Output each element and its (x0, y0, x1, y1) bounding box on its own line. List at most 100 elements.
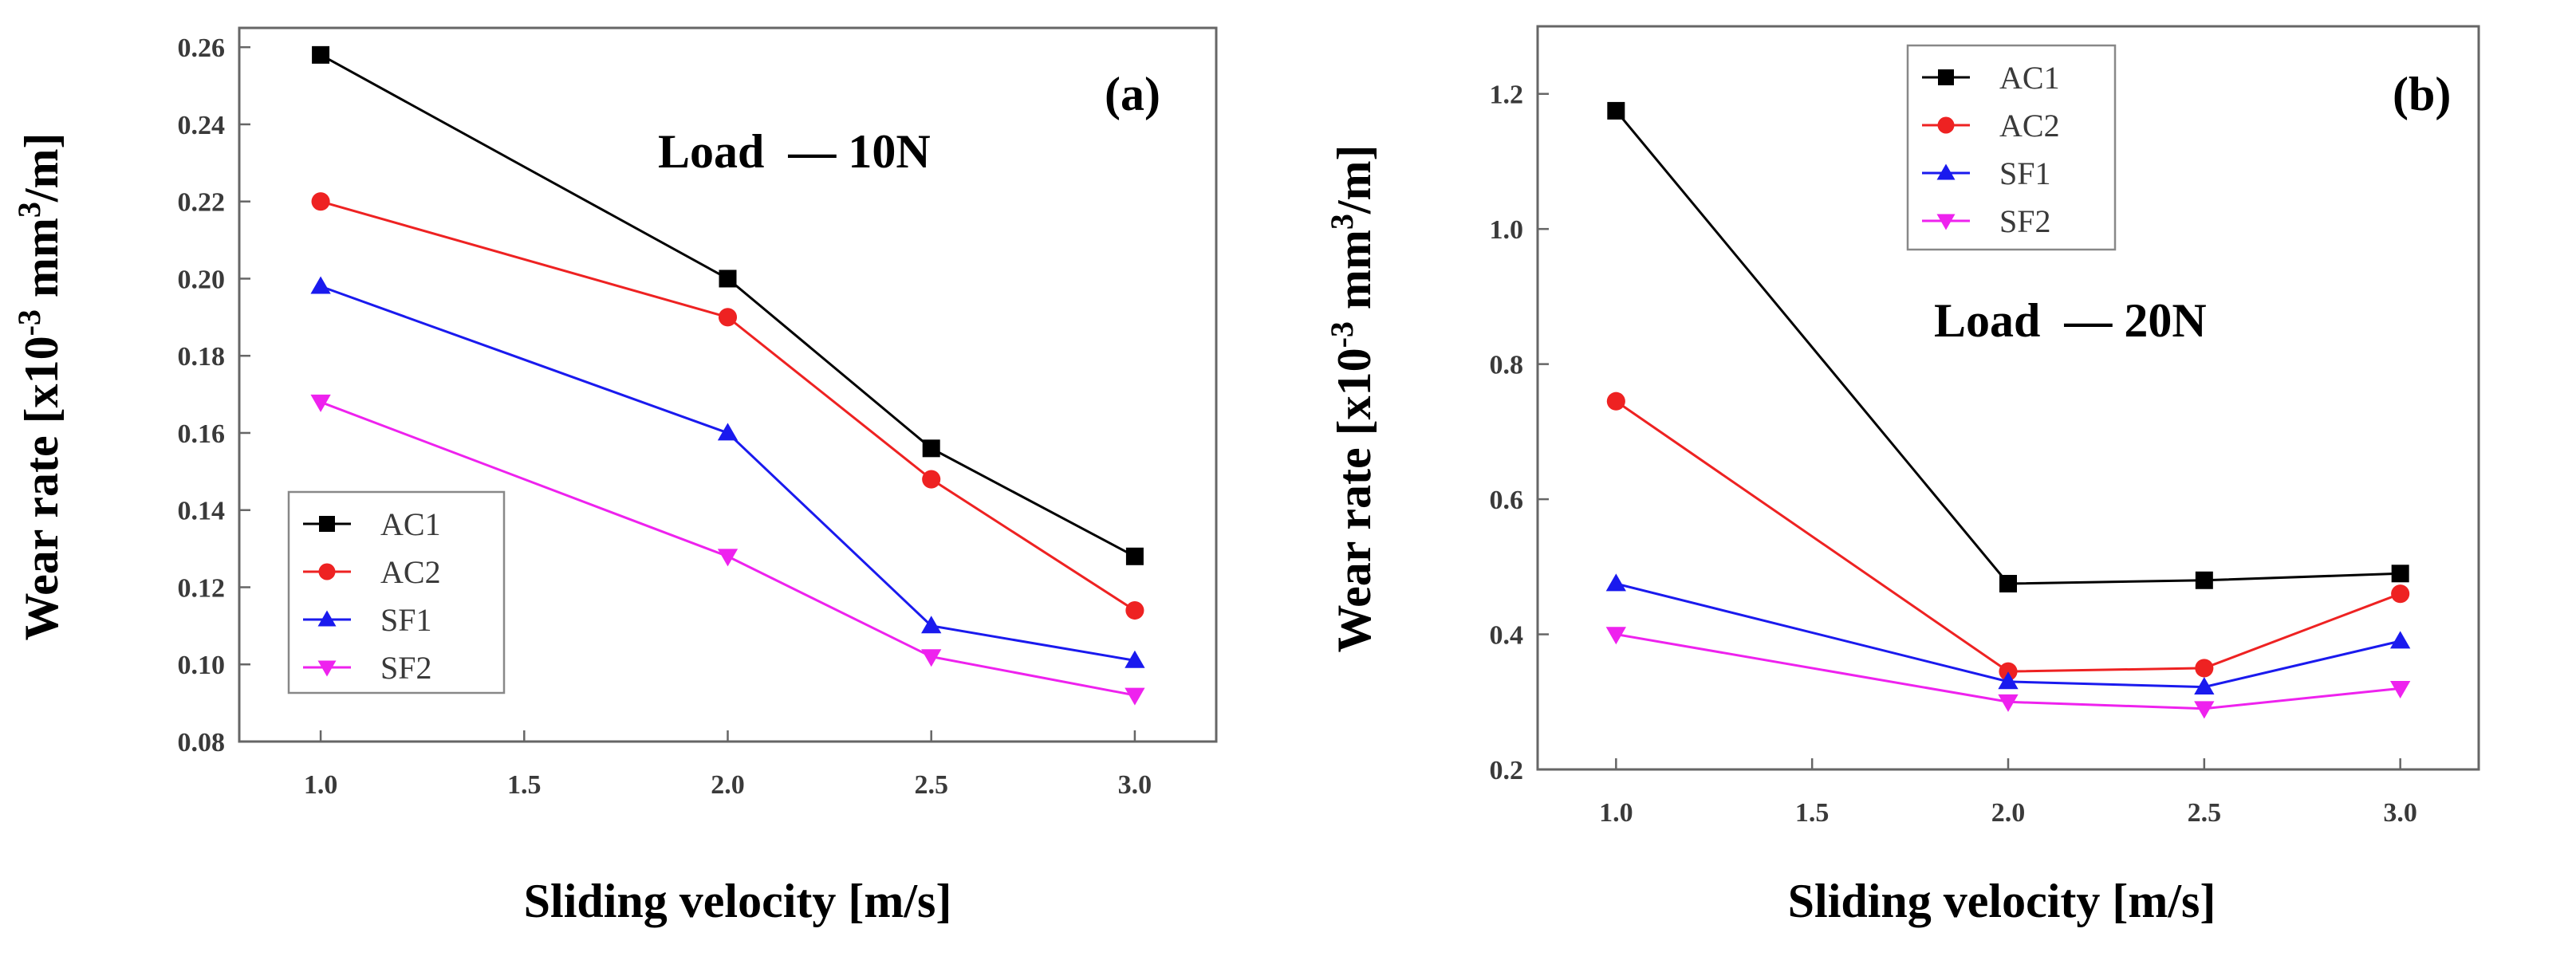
y-tick-label: 0.2 (1490, 756, 1524, 785)
data-point-ac1 (312, 45, 330, 64)
y-tick-label: 0.20 (178, 265, 226, 294)
series-ac1 (1607, 101, 2409, 592)
data-point-sf1 (921, 616, 942, 634)
data-point-ac1 (2195, 571, 2213, 589)
panel-a-legend: AC1 AC2 SF1 SF2 (287, 490, 506, 694)
series-sf2 (310, 394, 1145, 706)
panel-a-x-axis: 1.0 1.5 2.0 2.5 3.0 (304, 730, 1152, 800)
data-point-sf1 (717, 423, 739, 441)
legend-label: AC1 (380, 506, 441, 542)
y-tick-label: 0.26 (178, 33, 226, 63)
legend-label: SF1 (1999, 155, 2051, 191)
legend-item-ac2: AC2 (1922, 108, 2060, 144)
y-tick-label: 0.8 (1490, 351, 1524, 380)
legend-label: AC2 (380, 554, 441, 590)
y-tick-label: 0.22 (178, 188, 226, 218)
data-point-sf2 (1125, 687, 1145, 706)
legend-marker (1936, 163, 1956, 180)
series-ac1-line (1615, 109, 2401, 585)
y-tick-label: 0.24 (178, 111, 226, 140)
panel-b-legend-items: AC1 AC2 SF1 SF2 (1922, 60, 2060, 239)
legend-item-sf1: SF1 (1922, 155, 2051, 191)
x-tick-label: 1.0 (1599, 798, 1633, 828)
legend-item-ac1: AC1 (1922, 60, 2060, 96)
series-ac2-line (320, 200, 1136, 612)
y-tick-label: 0.18 (178, 342, 226, 372)
x-tick-label: 1.0 (304, 770, 338, 800)
x-tick-label: 1.5 (507, 770, 542, 800)
data-point-sf1 (2194, 676, 2215, 694)
x-tick-label: 2.0 (711, 770, 745, 800)
panel-b-x-axis: 1.0 1.5 2.0 2.5 3.0 (1599, 758, 2417, 828)
legend-label: SF2 (380, 650, 432, 686)
y-tick-label: 0.08 (178, 728, 226, 757)
series-sf2-line (320, 400, 1136, 697)
panel-a-y-axis: 0.08 0.10 0.12 0.14 0.16 0.18 0.20 0.22 0.24 0.26 (178, 33, 250, 757)
legend-marker (1936, 214, 1956, 230)
legend-marker (1937, 116, 1955, 134)
y-tick-label: 0.16 (178, 419, 226, 449)
panel-a-x-axis-label: Sliding velocity [m/s] (524, 875, 952, 927)
x-tick-label: 3.0 (1118, 770, 1152, 800)
legend-item-sf2: SF2 (1922, 203, 2051, 239)
y-tick-label: 1.2 (1490, 81, 1524, 110)
panel-b-series (1605, 101, 2411, 719)
legend-marker (318, 563, 336, 580)
data-point-ac1 (1125, 547, 1144, 565)
x-tick-label: 1.5 (1795, 798, 1830, 828)
series-sf1-line (320, 285, 1136, 662)
data-point-ac2 (1999, 662, 2018, 681)
data-point-ac2 (718, 308, 738, 327)
data-point-ac1 (922, 439, 940, 458)
data-point-ac2 (1606, 392, 1625, 411)
legend-item-sf2: SF2 (303, 650, 432, 686)
data-point-sf1 (1605, 573, 1626, 592)
panel-a-legend-items: AC1 AC2 SF1 SF2 (303, 506, 441, 686)
data-point-ac1 (1999, 575, 2017, 592)
data-point-sf2 (1998, 694, 2019, 712)
data-point-sf2 (2390, 680, 2411, 698)
legend-label: AC1 (1999, 60, 2060, 96)
y-tick-label: 0.14 (178, 497, 226, 526)
panel-a-series (310, 45, 1145, 706)
y-tick-label: 1.0 (1490, 215, 1524, 245)
legend-item-ac2: AC2 (303, 554, 441, 590)
data-point-sf2 (1605, 627, 1626, 645)
legend-marker (317, 610, 337, 627)
series-sf2 (1605, 627, 2411, 719)
series-sf1 (1605, 573, 2411, 694)
data-point-ac2 (2195, 659, 2214, 678)
panel-b-label: (b) (2393, 68, 2451, 120)
series-ac2-line (1615, 400, 2401, 673)
data-point-sf2 (717, 549, 739, 567)
y-tick-label: 0.4 (1490, 621, 1524, 651)
data-point-ac1 (2391, 565, 2409, 583)
legend-marker (319, 516, 335, 532)
legend-marker (317, 660, 337, 677)
data-point-sf1 (310, 276, 331, 294)
series-ac2 (1606, 392, 2410, 681)
data-point-ac2 (1125, 600, 1144, 620)
series-ac2 (311, 192, 1144, 620)
series-sf2-line (1616, 633, 2401, 710)
data-point-sf2 (921, 649, 942, 667)
panel-a-label: (a) (1105, 68, 1160, 120)
series-ac1-line (320, 53, 1136, 558)
legend-item-ac1: AC1 (303, 506, 441, 542)
y-tick-label: 0.6 (1490, 486, 1524, 515)
panel-b-legend: AC1 AC2 SF1 SF2 (1906, 44, 2117, 251)
series-ac1 (312, 45, 1144, 565)
data-point-ac1 (1607, 101, 1625, 120)
panel-a: 0.08 0.10 0.12 0.14 0.16 0.18 0.20 0.22 0.24 0.26… (11, 26, 1218, 927)
x-tick-label: 2.5 (914, 770, 948, 800)
y-tick-label: 0.12 (178, 573, 226, 603)
x-tick-label: 3.0 (2383, 798, 2417, 828)
legend-item-sf1: SF1 (303, 602, 432, 638)
data-point-ac2 (2391, 584, 2410, 604)
legend-label: AC2 (1999, 108, 2060, 144)
data-point-ac1 (719, 270, 737, 288)
data-point-ac2 (922, 470, 941, 489)
panel-b-y-axis: 0.2 0.4 0.6 0.8 1.0 1.2 (1490, 81, 1549, 785)
panel-a-y-axis-label: Wear rate [x10-3 mm3/m] (11, 132, 68, 640)
data-point-sf2 (2194, 701, 2215, 719)
